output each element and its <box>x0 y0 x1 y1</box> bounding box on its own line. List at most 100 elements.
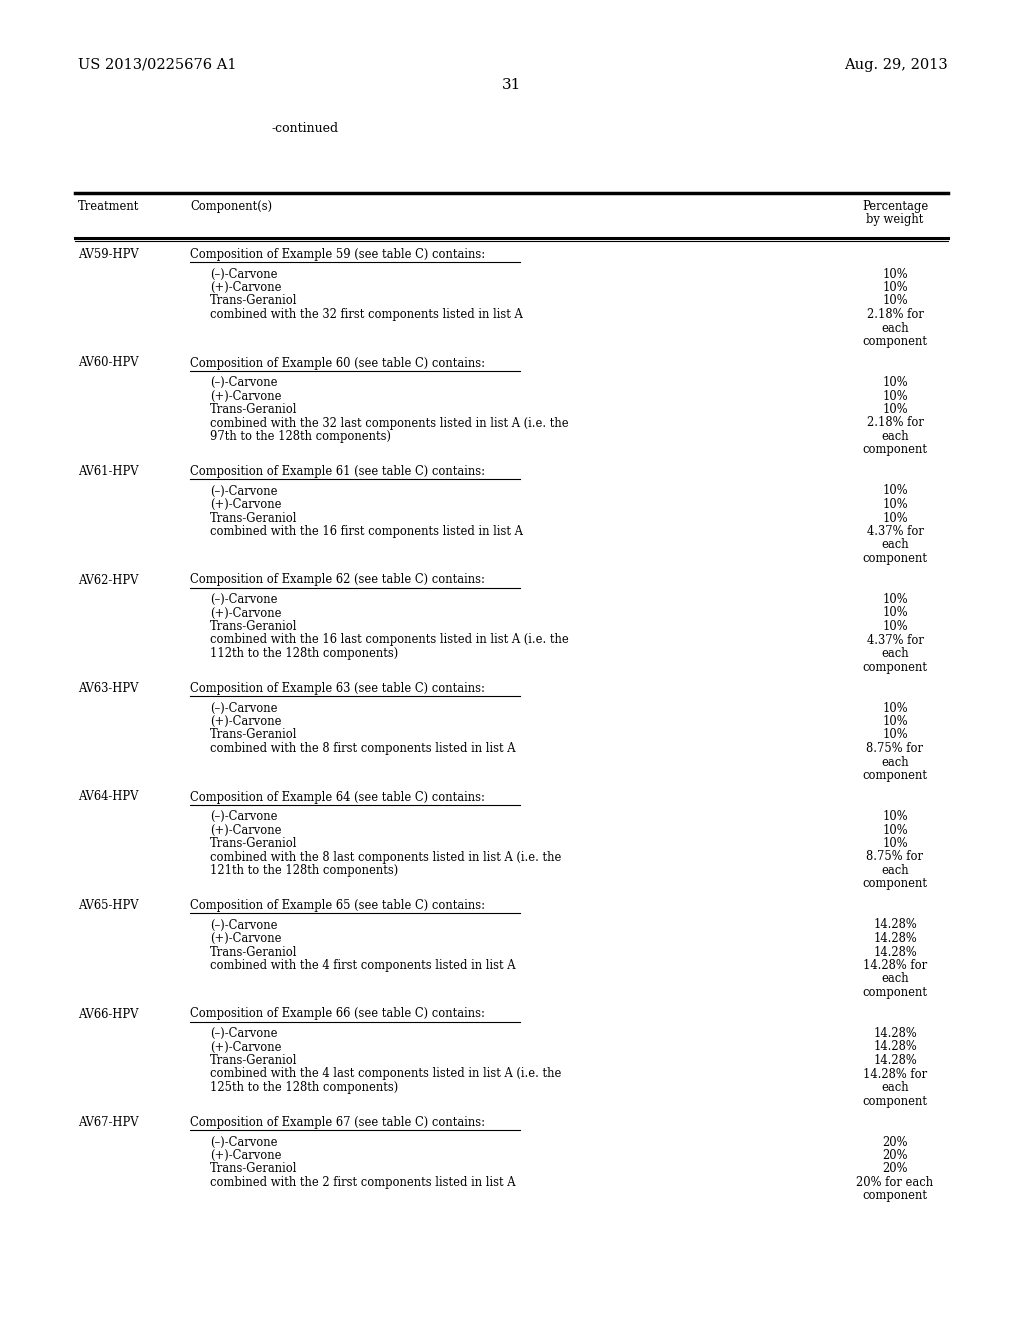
Text: component: component <box>862 335 928 348</box>
Text: Composition of Example 60 (see table C) contains:: Composition of Example 60 (see table C) … <box>190 356 485 370</box>
Text: combined with the 4 last components listed in list A (i.e. the: combined with the 4 last components list… <box>210 1068 561 1081</box>
Text: Aug. 29, 2013: Aug. 29, 2013 <box>844 58 948 73</box>
Text: combined with the 16 last components listed in list A (i.e. the: combined with the 16 last components lis… <box>210 634 568 647</box>
Text: 4.37% for: 4.37% for <box>866 634 924 647</box>
Text: 10%: 10% <box>883 403 908 416</box>
Text: AV64-HPV: AV64-HPV <box>78 791 138 804</box>
Text: Trans-Geraniol: Trans-Geraniol <box>210 945 298 958</box>
Text: Composition of Example 62 (see table C) contains:: Composition of Example 62 (see table C) … <box>190 573 485 586</box>
Text: 10%: 10% <box>883 511 908 524</box>
Text: component: component <box>862 1189 928 1203</box>
Text: each: each <box>882 755 909 768</box>
Text: AV61-HPV: AV61-HPV <box>78 465 138 478</box>
Text: (–)-Carvone: (–)-Carvone <box>210 1027 278 1040</box>
Text: Trans-Geraniol: Trans-Geraniol <box>210 294 298 308</box>
Text: each: each <box>882 865 909 876</box>
Text: (+)-Carvone: (+)-Carvone <box>210 1148 282 1162</box>
Text: 10%: 10% <box>883 810 908 822</box>
Text: (–)-Carvone: (–)-Carvone <box>210 1135 278 1148</box>
Text: component: component <box>862 878 928 891</box>
Text: Trans-Geraniol: Trans-Geraniol <box>210 620 298 634</box>
Text: component: component <box>862 1094 928 1107</box>
Text: Trans-Geraniol: Trans-Geraniol <box>210 403 298 416</box>
Text: 97th to the 128th components): 97th to the 128th components) <box>210 430 391 444</box>
Text: Composition of Example 63 (see table C) contains:: Composition of Example 63 (see table C) … <box>190 682 485 696</box>
Text: 10%: 10% <box>883 701 908 714</box>
Text: Trans-Geraniol: Trans-Geraniol <box>210 1053 298 1067</box>
Text: (+)-Carvone: (+)-Carvone <box>210 498 282 511</box>
Text: Trans-Geraniol: Trans-Geraniol <box>210 837 298 850</box>
Text: Trans-Geraniol: Trans-Geraniol <box>210 511 298 524</box>
Text: 31: 31 <box>503 78 521 92</box>
Text: combined with the 8 first components listed in list A: combined with the 8 first components lis… <box>210 742 515 755</box>
Text: (–)-Carvone: (–)-Carvone <box>210 376 278 389</box>
Text: 14.28%: 14.28% <box>873 919 916 932</box>
Text: 14.28%: 14.28% <box>873 932 916 945</box>
Text: 14.28% for: 14.28% for <box>863 1068 927 1081</box>
Text: 10%: 10% <box>883 837 908 850</box>
Text: each: each <box>882 430 909 444</box>
Text: 10%: 10% <box>883 606 908 619</box>
Text: (+)-Carvone: (+)-Carvone <box>210 824 282 837</box>
Text: (–)-Carvone: (–)-Carvone <box>210 810 278 822</box>
Text: US 2013/0225676 A1: US 2013/0225676 A1 <box>78 58 237 73</box>
Text: each: each <box>882 539 909 552</box>
Text: 14.28%: 14.28% <box>873 1040 916 1053</box>
Text: Trans-Geraniol: Trans-Geraniol <box>210 729 298 742</box>
Text: 14.28%: 14.28% <box>873 1053 916 1067</box>
Text: 20%: 20% <box>883 1148 907 1162</box>
Text: 10%: 10% <box>883 268 908 281</box>
Text: by weight: by weight <box>866 214 924 227</box>
Text: 14.28% for: 14.28% for <box>863 960 927 972</box>
Text: Composition of Example 61 (see table C) contains:: Composition of Example 61 (see table C) … <box>190 465 485 478</box>
Text: each: each <box>882 647 909 660</box>
Text: combined with the 32 first components listed in list A: combined with the 32 first components li… <box>210 308 522 321</box>
Text: AV60-HPV: AV60-HPV <box>78 356 138 370</box>
Text: combined with the 16 first components listed in list A: combined with the 16 first components li… <box>210 525 523 539</box>
Text: Composition of Example 65 (see table C) contains:: Composition of Example 65 (see table C) … <box>190 899 485 912</box>
Text: (+)-Carvone: (+)-Carvone <box>210 606 282 619</box>
Text: (–)-Carvone: (–)-Carvone <box>210 593 278 606</box>
Text: 112th to the 128th components): 112th to the 128th components) <box>210 647 398 660</box>
Text: AV67-HPV: AV67-HPV <box>78 1115 138 1129</box>
Text: 10%: 10% <box>883 389 908 403</box>
Text: component: component <box>862 986 928 999</box>
Text: Composition of Example 67 (see table C) contains:: Composition of Example 67 (see table C) … <box>190 1115 485 1129</box>
Text: each: each <box>882 973 909 986</box>
Text: (+)-Carvone: (+)-Carvone <box>210 1040 282 1053</box>
Text: (+)-Carvone: (+)-Carvone <box>210 281 282 294</box>
Text: 10%: 10% <box>883 484 908 498</box>
Text: component: component <box>862 444 928 457</box>
Text: Composition of Example 66 (see table C) contains:: Composition of Example 66 (see table C) … <box>190 1007 485 1020</box>
Text: (+)-Carvone: (+)-Carvone <box>210 715 282 729</box>
Text: AV63-HPV: AV63-HPV <box>78 682 138 696</box>
Text: 125th to the 128th components): 125th to the 128th components) <box>210 1081 398 1094</box>
Text: Component(s): Component(s) <box>190 201 272 213</box>
Text: 10%: 10% <box>883 824 908 837</box>
Text: combined with the 32 last components listed in list A (i.e. the: combined with the 32 last components lis… <box>210 417 568 429</box>
Text: 10%: 10% <box>883 729 908 742</box>
Text: combined with the 2 first components listed in list A: combined with the 2 first components lis… <box>210 1176 515 1189</box>
Text: (–)-Carvone: (–)-Carvone <box>210 268 278 281</box>
Text: 4.37% for: 4.37% for <box>866 525 924 539</box>
Text: (–)-Carvone: (–)-Carvone <box>210 701 278 714</box>
Text: AV65-HPV: AV65-HPV <box>78 899 138 912</box>
Text: 10%: 10% <box>883 294 908 308</box>
Text: each: each <box>882 322 909 334</box>
Text: 10%: 10% <box>883 498 908 511</box>
Text: component: component <box>862 660 928 673</box>
Text: Percentage: Percentage <box>862 201 928 213</box>
Text: Composition of Example 59 (see table C) contains:: Composition of Example 59 (see table C) … <box>190 248 485 261</box>
Text: AV66-HPV: AV66-HPV <box>78 1007 138 1020</box>
Text: 8.75% for: 8.75% for <box>866 742 924 755</box>
Text: combined with the 4 first components listed in list A: combined with the 4 first components lis… <box>210 960 515 972</box>
Text: each: each <box>882 1081 909 1094</box>
Text: 10%: 10% <box>883 376 908 389</box>
Text: Composition of Example 64 (see table C) contains:: Composition of Example 64 (see table C) … <box>190 791 485 804</box>
Text: 14.28%: 14.28% <box>873 945 916 958</box>
Text: component: component <box>862 770 928 781</box>
Text: 10%: 10% <box>883 715 908 729</box>
Text: -continued: -continued <box>271 121 339 135</box>
Text: (+)-Carvone: (+)-Carvone <box>210 932 282 945</box>
Text: Trans-Geraniol: Trans-Geraniol <box>210 1163 298 1176</box>
